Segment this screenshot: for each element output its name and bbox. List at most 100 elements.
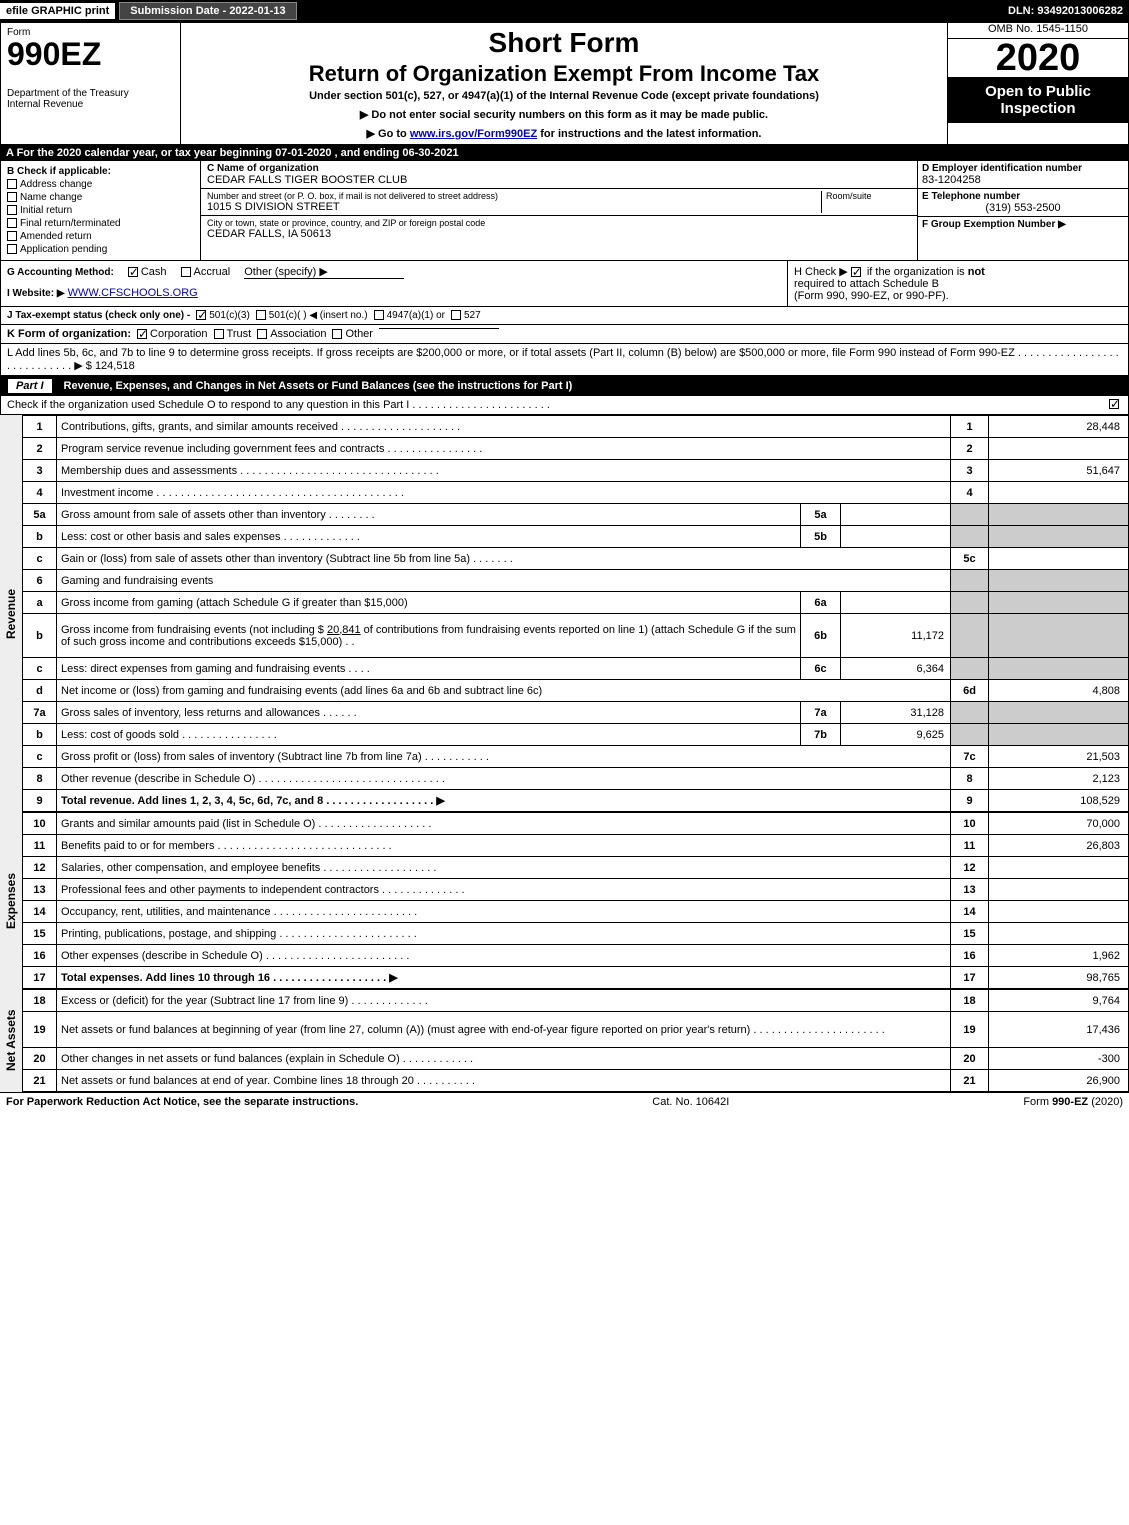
cb-application-pending[interactable]: Application pending <box>7 244 194 255</box>
h-text1: H Check ▶ <box>794 266 851 278</box>
line-15: 15Printing, publications, postage, and s… <box>23 923 1129 945</box>
other-specify: Other (specify) ▶ <box>244 265 404 279</box>
irs-link[interactable]: www.irs.gov/Form990EZ <box>410 128 537 140</box>
shaded-cell <box>951 504 989 526</box>
cb-501c3[interactable]: 501(c)(3) <box>196 310 250 321</box>
part1-sub: Check if the organization used Schedule … <box>0 396 1129 415</box>
room-label: Room/suite <box>826 191 911 201</box>
line-desc: Gaming and fundraising events <box>57 570 951 592</box>
header-right: OMB No. 1545-1150 2020 Open to Public In… <box>948 23 1128 144</box>
sub-num: 5b <box>801 526 841 548</box>
dept-treasury: Department of the Treasury <box>7 88 174 99</box>
line-amount <box>989 879 1129 901</box>
cb-name-change[interactable]: Name change <box>7 192 194 203</box>
line-14: 14Occupancy, rent, utilities, and mainte… <box>23 901 1129 923</box>
line-1: 1Contributions, gifts, grants, and simil… <box>23 416 1129 438</box>
sub-num: 5a <box>801 504 841 526</box>
cb-label: Application pending <box>20 244 107 255</box>
shaded-cell <box>989 526 1129 548</box>
checkbox-icon[interactable] <box>1109 399 1119 409</box>
line-num: 3 <box>23 460 57 482</box>
line-amount: 21,503 <box>989 746 1129 768</box>
checkbox-icon <box>196 310 206 320</box>
cb-label: Other <box>345 328 373 340</box>
line-ref: 21 <box>951 1070 989 1092</box>
line-num: 15 <box>23 923 57 945</box>
group-exemption-label: F Group Exemption Number ▶ <box>922 219 1124 230</box>
cb-corporation[interactable]: Corporation <box>137 328 207 340</box>
checkbox-icon[interactable] <box>851 267 861 277</box>
part1-num: Part I <box>8 379 52 393</box>
footer-right-pre: Form <box>1023 1096 1052 1108</box>
cb-other[interactable]: Other <box>332 328 373 340</box>
line-num: 20 <box>23 1048 57 1070</box>
cb-address-change[interactable]: Address change <box>7 179 194 190</box>
line-amount: -300 <box>989 1048 1129 1070</box>
line-amount: 26,803 <box>989 835 1129 857</box>
revenue-vert-label: Revenue <box>0 415 22 812</box>
cb-accrual[interactable]: Accrual <box>181 266 231 278</box>
shaded-cell <box>951 526 989 548</box>
cb-4947[interactable]: 4947(a)(1) or <box>374 310 445 321</box>
line-10: 10Grants and similar amounts paid (list … <box>23 813 1129 835</box>
line-ref: 14 <box>951 901 989 923</box>
line-7b: bLess: cost of goods sold . . . . . . . … <box>23 724 1129 746</box>
line-num: b <box>23 526 57 548</box>
line-amount: 51,647 <box>989 460 1129 482</box>
h-not: not <box>968 266 985 278</box>
header-center: Short Form Return of Organization Exempt… <box>181 23 948 144</box>
cb-label: Initial return <box>20 205 72 216</box>
cb-trust[interactable]: Trust <box>214 328 252 340</box>
cb-initial-return[interactable]: Initial return <box>7 205 194 216</box>
cb-501c[interactable]: 501(c)( ) ◀ (insert no.) <box>256 310 368 321</box>
line-6c: cLess: direct expenses from gaming and f… <box>23 658 1129 680</box>
tel-value: (319) 553-2500 <box>922 202 1124 214</box>
form-of-org-label: K Form of organization: <box>7 328 131 340</box>
line-num: 19 <box>23 1012 57 1048</box>
section-b-label: B Check if applicable: <box>7 166 194 177</box>
line-ref: 18 <box>951 990 989 1012</box>
line-num: 7a <box>23 702 57 724</box>
line-2: 2Program service revenue including gover… <box>23 438 1129 460</box>
cb-cash[interactable]: Cash <box>128 266 167 278</box>
cb-527[interactable]: 527 <box>451 310 481 321</box>
line-17: 17Total expenses. Add lines 10 through 1… <box>23 967 1129 989</box>
cb-association[interactable]: Association <box>257 328 326 340</box>
line-ref: 15 <box>951 923 989 945</box>
line-desc: Total expenses. Add lines 10 through 16 … <box>57 967 951 989</box>
cb-label: Accrual <box>194 266 231 278</box>
line-ref: 8 <box>951 768 989 790</box>
line-5b: bLess: cost or other basis and sales exp… <box>23 526 1129 548</box>
line-18: 18Excess or (deficit) for the year (Subt… <box>23 990 1129 1012</box>
h-text3: required to attach Schedule B <box>794 278 1122 290</box>
line-desc: Gross income from fundraising events (no… <box>57 614 801 658</box>
line-amount: 70,000 <box>989 813 1129 835</box>
cb-amended-return[interactable]: Amended return <box>7 231 194 242</box>
line-num: 14 <box>23 901 57 923</box>
checkbox-icon <box>7 192 17 202</box>
line-ref: 2 <box>951 438 989 460</box>
top-bar: efile GRAPHIC print Submission Date - 20… <box>0 0 1129 22</box>
shaded-cell <box>951 614 989 658</box>
cb-label: 527 <box>464 310 481 321</box>
line-desc: Program service revenue including govern… <box>57 438 951 460</box>
notice-goto-post: for instructions and the latest informat… <box>537 128 761 140</box>
dln-label: DLN: 93492013006282 <box>1002 3 1129 19</box>
line-desc: Net income or (loss) from gaming and fun… <box>57 680 951 702</box>
line-4: 4Investment income . . . . . . . . . . .… <box>23 482 1129 504</box>
accounting-method-label: G Accounting Method: <box>7 267 114 278</box>
section-g: G Accounting Method: Cash Accrual Other … <box>1 261 788 306</box>
line-6a: aGross income from gaming (attach Schedu… <box>23 592 1129 614</box>
city-label: City or town, state or province, country… <box>207 218 911 228</box>
line-desc: Total revenue. Add lines 1, 2, 3, 4, 5c,… <box>57 790 951 812</box>
notice-ssn: ▶ Do not enter social security numbers o… <box>187 108 941 121</box>
line-desc: Less: cost or other basis and sales expe… <box>57 526 801 548</box>
line-num: 1 <box>23 416 57 438</box>
cb-final-return[interactable]: Final return/terminated <box>7 218 194 229</box>
line-desc: Net assets or fund balances at beginning… <box>57 1012 951 1048</box>
website-link[interactable]: WWW.CFSCHOOLS.ORG <box>68 287 198 299</box>
line-num: 2 <box>23 438 57 460</box>
line-ref: 7c <box>951 746 989 768</box>
line-desc: Other changes in net assets or fund bala… <box>57 1048 951 1070</box>
line-ref: 12 <box>951 857 989 879</box>
